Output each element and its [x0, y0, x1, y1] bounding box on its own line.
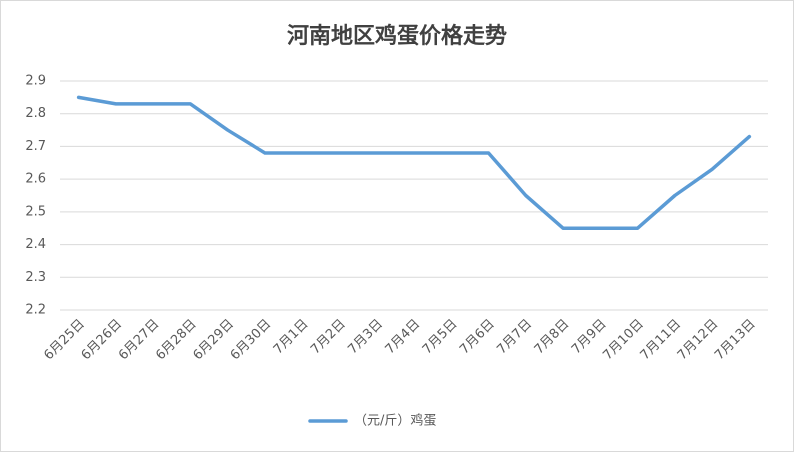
y-tick-label: 2.2 [25, 303, 46, 318]
y-tick-label: 2.6 [25, 172, 46, 187]
y-tick-label: 2.9 [25, 74, 46, 89]
y-tick-label: 2.4 [25, 237, 46, 252]
chart-title: 河南地区鸡蛋价格走势 [287, 23, 507, 49]
y-tick-label: 2.5 [25, 204, 46, 219]
line-series [76, 95, 752, 230]
y-tick-label: 2.3 [25, 270, 46, 285]
legend-label: （元/斤）鸡蛋 [354, 413, 436, 429]
y-tick-label: 2.8 [25, 106, 46, 121]
y-tick-label: 2.7 [25, 139, 46, 154]
